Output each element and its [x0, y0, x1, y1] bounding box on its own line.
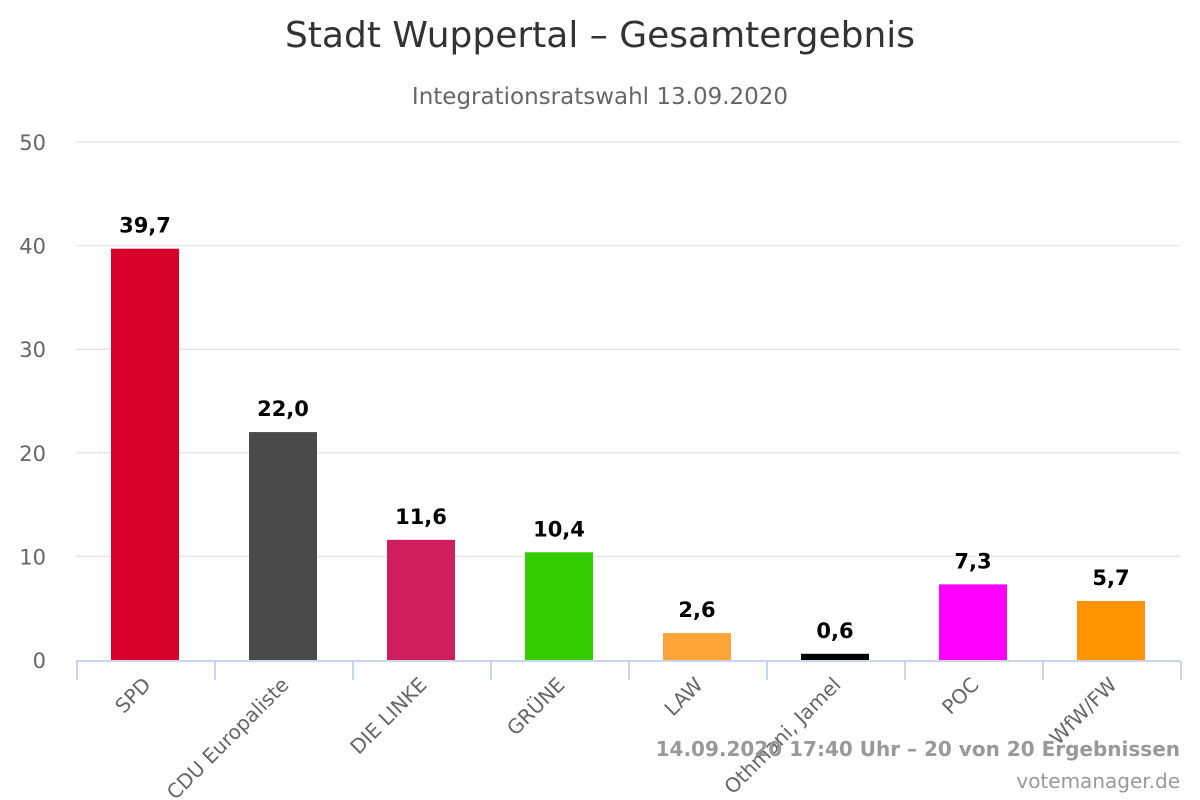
- x-tick-label: POC: [937, 673, 984, 720]
- bar-value-label: 2,6: [678, 598, 715, 622]
- bar-law[interactable]: [663, 633, 731, 660]
- y-axis: 0 10 20 30 40 50: [19, 131, 46, 673]
- x-tick-label: SPD: [110, 673, 155, 718]
- bar-value-label: 22,0: [257, 397, 309, 421]
- bar-value-label: 10,4: [533, 517, 585, 541]
- chart-subtitle: Integrationsratswahl 13.09.2020: [412, 84, 788, 110]
- bar-othmani-jamel[interactable]: [801, 653, 869, 660]
- y-tick-label: 10: [19, 545, 46, 569]
- x-tick-label: LAW: [659, 672, 707, 720]
- bar-value-label: 7,3: [954, 549, 991, 573]
- footer-credit: votemanager.de: [1016, 769, 1180, 793]
- bar-wfw-fw[interactable]: [1077, 600, 1145, 660]
- chart-title: Stadt Wuppertal – Gesamtergebnis: [285, 15, 915, 56]
- bar-value-label: 39,7: [119, 214, 171, 238]
- gridlines: [76, 141, 1180, 558]
- x-axis: SPD CDU Europaliste DIE LINKE GRÜNE LAW Othma…: [76, 660, 1182, 800]
- y-tick-label: 40: [19, 235, 46, 259]
- bar-cdu-europaliste[interactable]: [249, 432, 317, 660]
- footer-status: 14.09.2020 17:40 Uhr – 20 von 20 Ergebni…: [656, 737, 1180, 761]
- x-tick-label: GRÜNE: [502, 673, 570, 741]
- x-tick-label: CDU Europaliste: [162, 673, 294, 800]
- x-tick-label: Othmani, Jamel: [719, 673, 845, 799]
- y-tick-label: 30: [19, 338, 46, 362]
- bar-grüne[interactable]: [525, 552, 593, 660]
- bar-die-linke[interactable]: [387, 539, 455, 660]
- y-tick-label: 20: [19, 442, 46, 466]
- y-tick-label: 50: [19, 131, 46, 155]
- bars: [111, 248, 1145, 660]
- bar-value-label: 11,6: [395, 505, 447, 529]
- bar-value-label: 5,7: [1092, 566, 1129, 590]
- bar-spd[interactable]: [111, 248, 179, 660]
- y-tick-label: 0: [33, 649, 46, 673]
- x-tick-label: DIE LINKE: [345, 673, 431, 759]
- data-labels: 39,7 22,0 11,6 10,4 2,6 0,6 7,3 5,7: [118, 212, 1132, 644]
- bar-poc[interactable]: [939, 584, 1007, 660]
- bar-value-label: 0,6: [816, 619, 853, 643]
